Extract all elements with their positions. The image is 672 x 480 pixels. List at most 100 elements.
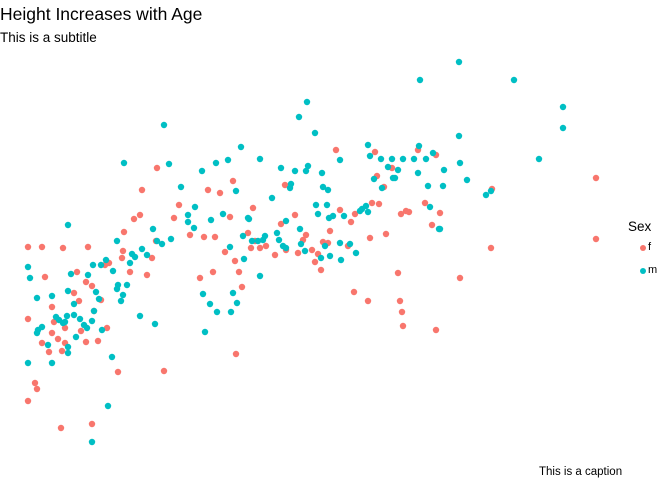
data-point-m (143, 251, 151, 259)
data-point-m (88, 438, 96, 446)
data-point-m (104, 402, 112, 410)
data-point-m (378, 184, 386, 192)
data-point-f (399, 322, 407, 330)
data-point-m (302, 167, 310, 175)
data-point-m (424, 182, 432, 190)
data-point-m (340, 212, 348, 220)
data-point-f (281, 181, 289, 189)
data-point-m (198, 167, 206, 175)
legend-key-f (640, 245, 646, 251)
data-point-m (295, 113, 303, 121)
data-point-m (119, 291, 127, 299)
data-point-m (61, 318, 69, 326)
data-point-m (136, 312, 144, 320)
data-point-f (120, 228, 128, 236)
data-point-f (57, 424, 65, 432)
data-point-f (364, 297, 372, 305)
data-point-f (88, 282, 96, 290)
data-point-f (143, 271, 151, 279)
data-point-m (337, 256, 345, 264)
data-point-f (291, 211, 299, 219)
data-point-m (138, 245, 146, 253)
data-point-m (24, 263, 32, 271)
data-point-m (248, 237, 256, 245)
data-point-f (209, 268, 217, 276)
data-point-f (421, 199, 429, 207)
chart-subtitle: This is a subtitle (0, 30, 97, 45)
data-point-m (229, 289, 237, 297)
data-point-m (282, 244, 290, 252)
legend-label-f: f (648, 241, 652, 253)
data-point-m (44, 341, 52, 349)
data-point-f (394, 269, 402, 277)
data-point-m (167, 235, 175, 243)
data-point-m (126, 259, 134, 267)
data-point-f (382, 230, 390, 238)
data-point-m (323, 201, 331, 209)
data-point-f (50, 318, 58, 326)
data-point-m (301, 247, 309, 255)
data-point-m (239, 232, 247, 240)
data-point-f (405, 208, 413, 216)
data-point-m (439, 182, 447, 190)
data-point-m (177, 183, 185, 191)
data-point-f (24, 315, 32, 323)
data-point-f (592, 235, 600, 243)
data-point-m (92, 288, 100, 296)
data-point-f (114, 368, 122, 376)
data-point-m (364, 208, 372, 216)
data-point-f (262, 242, 270, 250)
data-point-m (559, 103, 567, 111)
data-point-m (329, 212, 337, 220)
legend-title: Sex (628, 219, 652, 234)
data-point-m (160, 121, 168, 129)
data-point-m (399, 155, 407, 163)
data-point-m (362, 202, 370, 210)
data-point-f (244, 229, 252, 237)
data-point-m (455, 58, 463, 66)
data-point-m (64, 221, 72, 229)
data-point-m (296, 225, 304, 233)
data-point-m (64, 349, 72, 357)
data-point-m (314, 210, 322, 218)
data-point-m (83, 324, 91, 332)
data-point-m (256, 155, 264, 163)
data-point-m (120, 159, 128, 167)
data-point-f (186, 231, 194, 239)
data-point-m (256, 272, 264, 280)
data-point-f (118, 254, 126, 262)
data-point-f (397, 210, 405, 218)
data-point-f (347, 218, 355, 226)
series-m (24, 58, 567, 446)
data-point-f (170, 214, 178, 222)
data-point-m (63, 312, 71, 320)
data-point-m (559, 124, 567, 132)
data-point-m (245, 215, 253, 223)
scatter-plot (24, 58, 600, 446)
data-point-f (58, 347, 66, 355)
data-point-m (455, 132, 463, 140)
data-point-f (38, 243, 46, 251)
data-point-m (440, 166, 448, 174)
data-point-m (26, 274, 34, 282)
data-point-m (312, 201, 320, 209)
data-point-f (126, 268, 134, 276)
data-point-m (117, 297, 125, 305)
data-point-f (436, 209, 444, 217)
data-point-m (311, 129, 319, 137)
data-point-m (384, 163, 392, 171)
data-point-f (84, 243, 92, 251)
data-point-m (95, 295, 103, 303)
data-point-f (48, 329, 56, 337)
data-point-m (277, 164, 285, 172)
data-point-m (113, 237, 121, 245)
data-point-m (261, 232, 269, 240)
data-point-f (326, 227, 334, 235)
data-point-m (391, 174, 399, 182)
data-point-m (394, 166, 402, 174)
data-point-m (287, 180, 295, 188)
data-point-m (463, 176, 471, 184)
series-f (24, 146, 600, 432)
data-point-f (73, 268, 81, 276)
data-point-f (200, 233, 208, 241)
